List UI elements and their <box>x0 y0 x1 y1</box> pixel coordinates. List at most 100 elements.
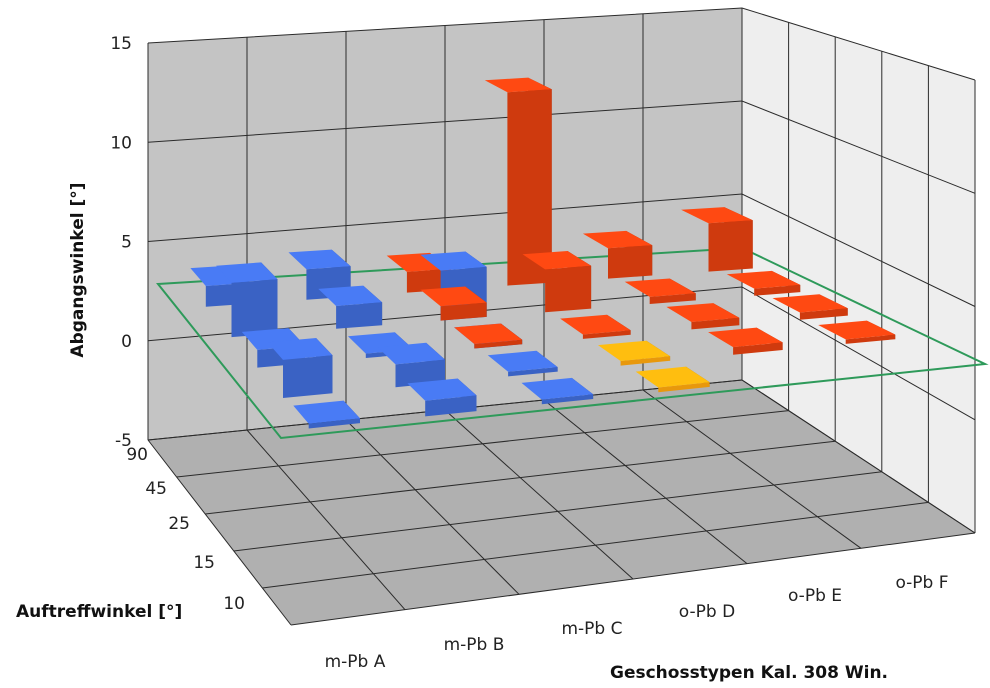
bar-top <box>635 366 710 388</box>
x-tick-label: o-Pb F <box>895 573 948 593</box>
bar-front <box>395 359 445 388</box>
bar <box>726 270 801 296</box>
bar-front <box>283 355 333 398</box>
floor-gridline <box>176 410 789 478</box>
bar-front <box>620 356 671 366</box>
floor-gridline <box>147 439 292 626</box>
bar <box>407 378 477 417</box>
y-tick-label: 10 <box>110 133 132 153</box>
bar <box>708 327 783 355</box>
bar-front <box>425 395 477 417</box>
floor-gridline <box>741 379 976 534</box>
bar <box>582 230 653 279</box>
bar <box>318 285 383 329</box>
bar-top <box>216 262 278 283</box>
chart-gridlines <box>147 7 976 626</box>
y-tick-label: 0 <box>121 332 132 352</box>
bar <box>216 262 278 338</box>
bar-front <box>336 302 383 329</box>
side-wall <box>742 8 975 533</box>
bar <box>420 286 487 321</box>
bar-front <box>691 317 740 330</box>
bar-top <box>407 378 477 401</box>
bar-top <box>522 251 592 270</box>
depth-tick-label: 25 <box>168 514 190 534</box>
bar-top <box>666 303 740 322</box>
bar-top <box>582 230 653 249</box>
bar-top <box>487 350 558 372</box>
bar-top <box>454 323 523 344</box>
bar-top <box>420 286 487 307</box>
bar <box>267 338 333 398</box>
bar <box>293 400 360 429</box>
y-axis-title: Abgangswinkel [°] <box>68 182 88 357</box>
bar-front <box>799 308 848 320</box>
bar-front <box>541 394 594 405</box>
bar-front <box>608 245 653 279</box>
bar <box>454 323 523 349</box>
floor-gridline <box>262 501 929 589</box>
bar <box>772 294 848 320</box>
bar-top <box>772 294 848 313</box>
bar <box>598 340 671 366</box>
bar <box>818 320 896 344</box>
bar <box>635 366 710 393</box>
x-tick-label: m-Pb A <box>325 652 386 672</box>
bar-top <box>267 338 333 360</box>
bar-top <box>288 249 351 270</box>
bar-top <box>420 251 487 271</box>
floor-gridline <box>233 471 882 552</box>
depth-tick-label: 10 <box>223 594 245 614</box>
bar-front <box>845 334 896 344</box>
bar <box>521 377 594 405</box>
x-tick-label: m-Pb B <box>444 635 505 655</box>
bar-front <box>545 265 592 313</box>
floor-gridline <box>246 429 406 610</box>
bar-top <box>318 285 383 306</box>
bar-front <box>658 382 710 393</box>
bar-top <box>598 340 671 361</box>
bar-top <box>818 320 896 340</box>
bar-front <box>582 330 631 339</box>
bar <box>484 77 552 286</box>
x-tick-label: o-Pb D <box>679 602 735 622</box>
bar-front <box>507 89 552 286</box>
bar-top <box>624 278 696 297</box>
bar-top <box>560 314 631 335</box>
floor-gridline <box>205 440 836 515</box>
bar-top <box>708 327 783 348</box>
bar <box>377 342 445 388</box>
bar <box>666 303 740 330</box>
bar <box>487 350 558 377</box>
bar-front <box>649 293 696 304</box>
floor <box>148 380 975 625</box>
bar <box>560 314 631 339</box>
bar-front <box>440 302 487 321</box>
floor-gridline <box>642 389 862 549</box>
floor-gridline <box>290 532 976 626</box>
x-axis-title: Geschosstypen Kal. 308 Win. <box>610 663 888 683</box>
bar-front <box>231 279 278 338</box>
y-tick-label: 5 <box>121 233 132 253</box>
bar-top <box>377 342 445 365</box>
depth-tick-label: 90 <box>126 445 148 465</box>
y-tick-label: -5 <box>115 431 132 451</box>
bar <box>624 278 696 304</box>
x-tick-label: o-Pb E <box>788 586 842 606</box>
bar-top <box>681 207 753 224</box>
depth-tick-label: 45 <box>145 479 167 499</box>
chart-walls <box>148 8 975 625</box>
floor-gridline <box>444 409 634 580</box>
bar-front <box>474 339 523 349</box>
y-tick-label: 15 <box>110 34 132 54</box>
bar <box>522 251 592 313</box>
chart-labels: Abgangswinkel [°] Auftreffwinkel [°] Ges… <box>16 34 949 683</box>
depth-axis-title: Auftreffwinkel [°] <box>16 602 182 622</box>
bar-front <box>754 284 801 296</box>
bar-front <box>508 367 558 377</box>
bar-top <box>293 400 360 424</box>
depth-tick-label: 15 <box>193 553 215 573</box>
floor-gridline <box>345 419 520 595</box>
bar <box>681 207 753 272</box>
